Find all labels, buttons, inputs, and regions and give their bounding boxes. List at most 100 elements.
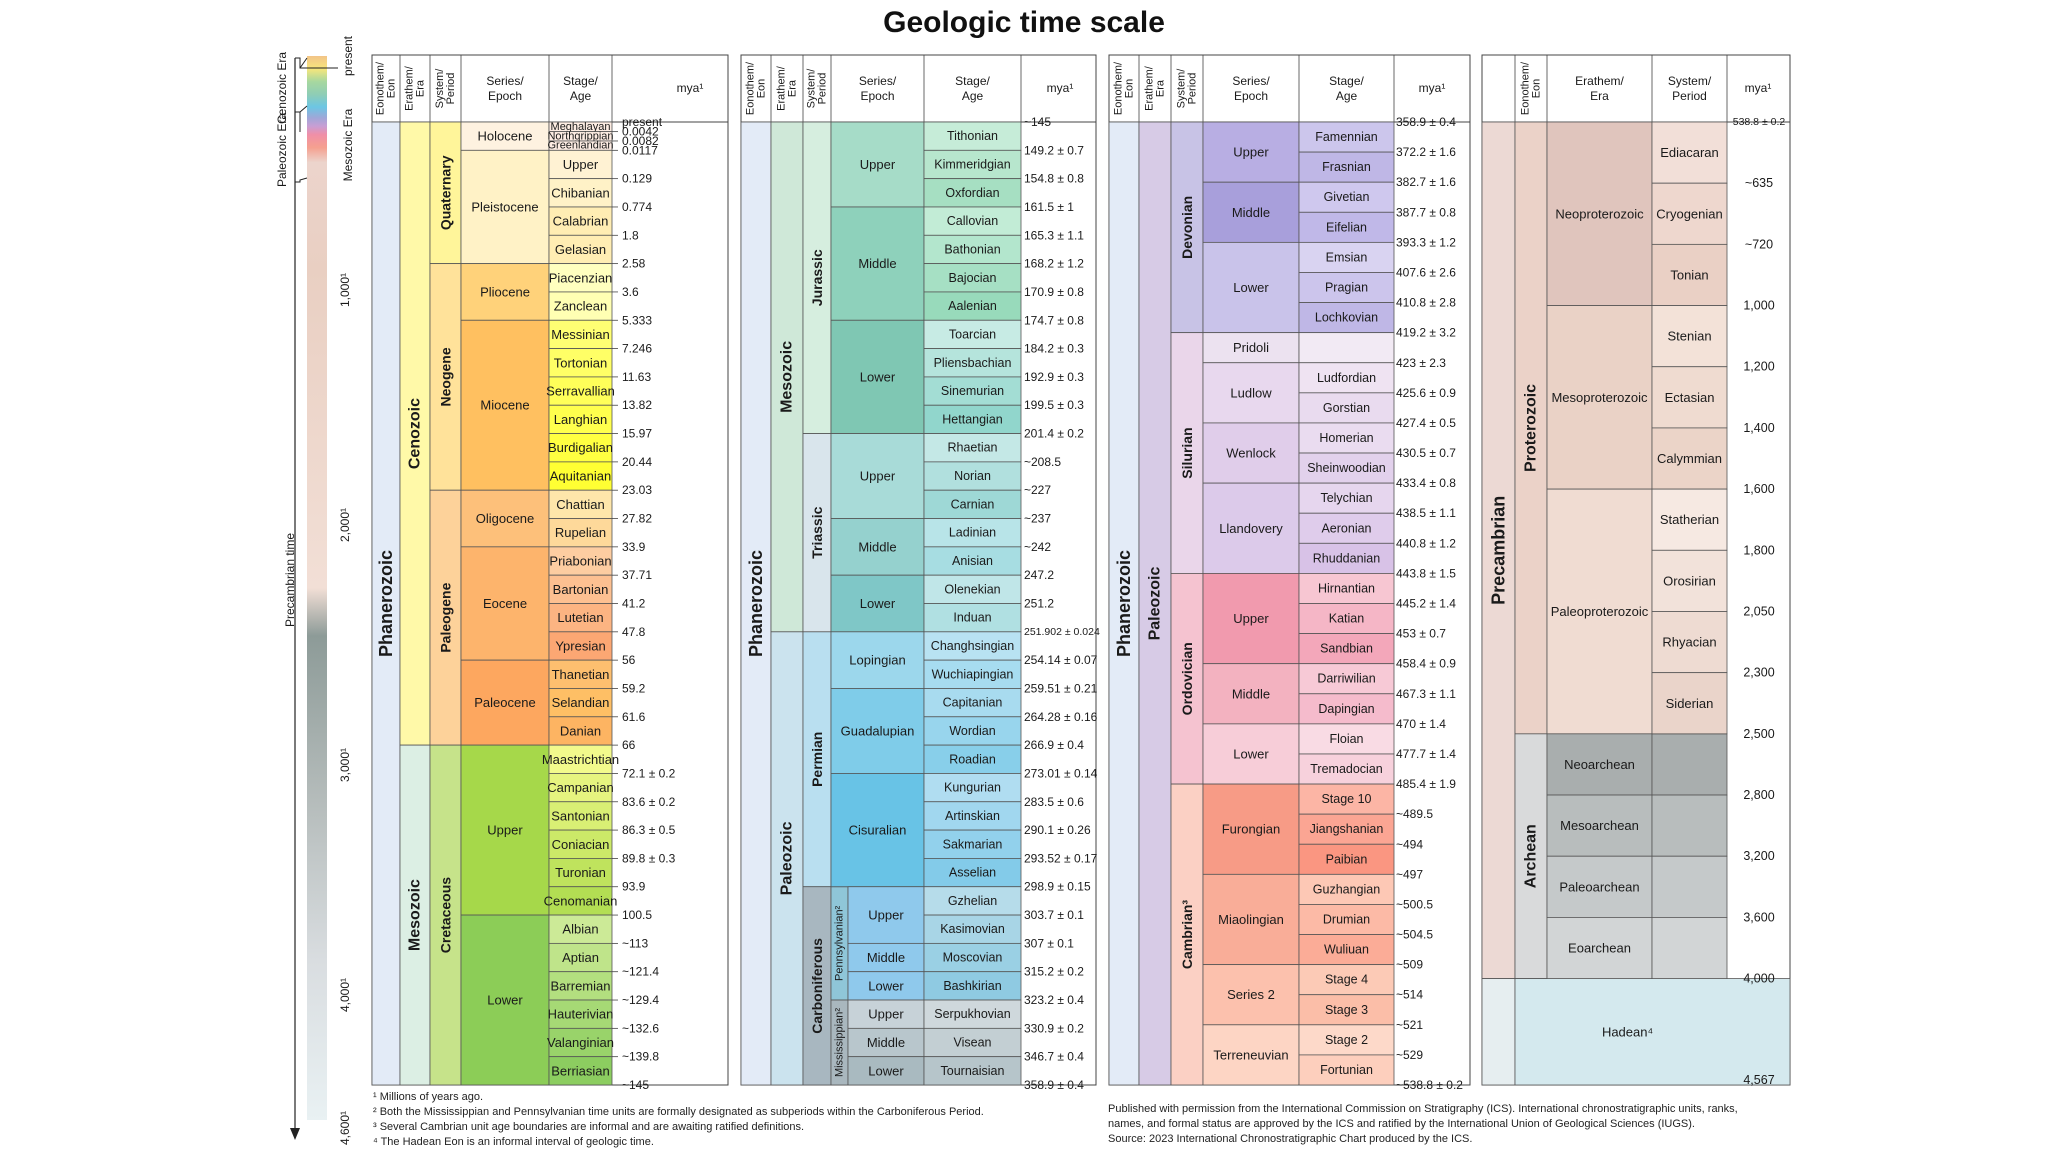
mya-value: 251.2 [1024, 597, 1054, 611]
epoch-label: Middle [867, 950, 905, 965]
stage-label: Kimmeridgian [934, 157, 1010, 171]
mya-value: 5.333 [622, 313, 652, 327]
stage [1298, 904, 1395, 935]
mya-value: 1,400 [1743, 421, 1774, 435]
stage-label: Olenekian [944, 582, 1000, 596]
period [1651, 549, 1728, 612]
stage-label: Telychian [1320, 491, 1372, 505]
epoch [830, 206, 925, 321]
mya-value: 7.246 [622, 342, 652, 356]
stage-label: Gelasian [555, 242, 606, 257]
epoch [460, 319, 550, 491]
stage [548, 546, 613, 576]
epoch-label: Upper [868, 908, 904, 923]
eon-label: Hadean⁴ [1602, 1024, 1653, 1039]
header-era: Erathem/ [1575, 74, 1624, 88]
stage [923, 914, 1022, 944]
epoch [1202, 241, 1300, 334]
mya-value: 59.2 [622, 681, 646, 695]
stage [1298, 1024, 1395, 1056]
stage-label: Serravallian [546, 384, 615, 399]
epoch [1202, 873, 1300, 966]
stage-label: Sheinwoodian [1307, 461, 1386, 475]
era-label: Paleoarchean [1559, 879, 1639, 894]
stage-label: Drumian [1323, 912, 1370, 926]
stage-label: Aeronian [1321, 521, 1371, 535]
header-period: System/ [1668, 74, 1712, 88]
mya-value: ~529 [1396, 1048, 1423, 1062]
stage-label: Anisian [952, 554, 993, 568]
stage-label: Rhaetian [947, 441, 997, 455]
period-label: Stenian [1667, 329, 1711, 344]
header-period: Period [817, 73, 829, 105]
era [399, 744, 431, 1086]
header-period: Period [445, 73, 457, 105]
mya-value: ~242 [1024, 540, 1051, 554]
period [1651, 366, 1728, 429]
stage-label: Homerian [1319, 431, 1373, 445]
mya-value: 387.7 ± 0.8 [1396, 205, 1456, 219]
period-label: Orosirian [1663, 573, 1716, 588]
stage-label: Darriwilian [1317, 672, 1375, 686]
stage [923, 971, 1022, 1001]
mya-value: 61.6 [622, 710, 646, 724]
stage-label: Tremadocian [1310, 762, 1383, 776]
epoch-label: Lower [868, 1063, 904, 1078]
period [1651, 672, 1728, 735]
mya-value: 303.7 ± 0.1 [1024, 908, 1084, 922]
mya-value: 266.9 ± 0.4 [1024, 738, 1084, 752]
epoch [460, 744, 550, 916]
stage [1298, 813, 1395, 845]
epoch-label: Lopingian [849, 653, 905, 668]
stage-label: Capitanian [943, 696, 1003, 710]
mya-value: 443.8 ± 1.5 [1396, 566, 1456, 580]
epoch-label: Middle [1232, 686, 1270, 701]
stage [1298, 723, 1395, 755]
stage-label: Tithonian [947, 129, 998, 143]
period-label: Permian [809, 732, 825, 787]
stage-label: Turonian [555, 865, 606, 880]
stage [1298, 633, 1395, 665]
mya-value: 293.52 ± 0.17 [1024, 851, 1098, 865]
period-label: Statherian [1660, 512, 1719, 527]
header-eon: Eon [386, 79, 398, 99]
stage [1298, 542, 1395, 574]
mya-value: 1,200 [1743, 360, 1774, 374]
epoch-label: Oligocene [476, 511, 535, 526]
stage [923, 234, 1022, 265]
header-era: Era [1155, 79, 1167, 97]
mya-value: ~113 [622, 936, 648, 950]
header-epoch: Series/ [1232, 74, 1270, 88]
mya-value: 2,800 [1743, 788, 1774, 802]
eon-label: Proterozoic [1523, 384, 1540, 472]
timeline-arrow [290, 1128, 300, 1140]
mya-value: 0.0082 [622, 134, 659, 148]
mya-value: 445.2 ± 1.4 [1396, 597, 1456, 611]
epoch-label: Pliocene [480, 284, 530, 299]
period-label: Calymmian [1657, 451, 1722, 466]
stage [548, 999, 613, 1029]
stage-label: Tournaisian [941, 1064, 1005, 1078]
mya-value: 251.902 ± 0.024 [1024, 626, 1100, 638]
epoch [1202, 663, 1300, 725]
era [1546, 305, 1653, 490]
header-eon: Eonothem/ [1113, 61, 1125, 115]
era-label: Neoarchean [1564, 757, 1635, 772]
era [1546, 794, 1653, 857]
stage [548, 1056, 613, 1086]
eon-label: Phanerozoic [1114, 550, 1134, 657]
epoch-label: Upper [1233, 611, 1269, 626]
mya-value: 2,500 [1743, 727, 1774, 741]
stage-label: Greenlandian [547, 140, 613, 152]
stage-label: Bartonian [553, 582, 609, 597]
stage [1298, 211, 1395, 243]
epoch-label: Middle [1232, 205, 1270, 220]
stage [923, 829, 1022, 859]
credit-line: names, and formal status are approved by… [1108, 1118, 1695, 1130]
epoch-label: Guadalupian [841, 723, 915, 738]
footnote: ¹ Millions of years ago. [373, 1091, 484, 1103]
stage [1298, 873, 1395, 905]
epoch [1202, 362, 1300, 424]
stage [548, 404, 613, 434]
period [429, 489, 462, 746]
